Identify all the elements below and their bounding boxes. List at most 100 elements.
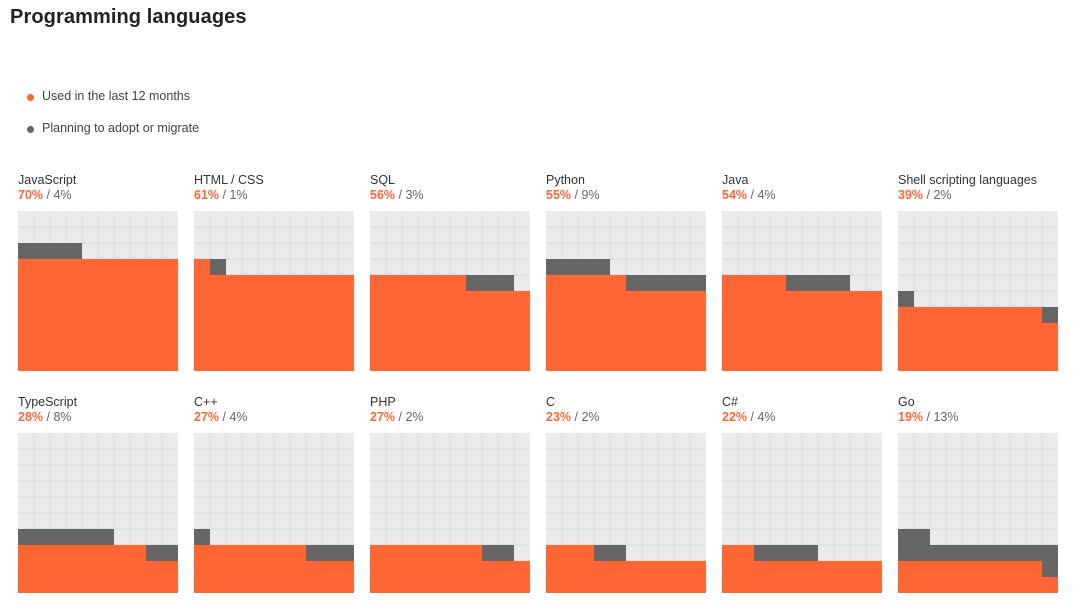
chart-language-name: SQL bbox=[370, 173, 396, 187]
used-cell bbox=[946, 355, 962, 371]
planning-cell bbox=[562, 259, 578, 275]
used-cell bbox=[1010, 323, 1026, 339]
used-cell bbox=[594, 323, 610, 339]
legend-label-planning: Planning to adopt or migrate bbox=[42, 121, 200, 135]
used-cell bbox=[610, 561, 626, 577]
stats-separator: / bbox=[219, 410, 230, 424]
planning-cell bbox=[642, 275, 658, 291]
waffle-chart: TypeScript 28% / 8% bbox=[18, 395, 178, 593]
planning-cell bbox=[482, 275, 498, 291]
used-cell bbox=[738, 577, 754, 593]
used-cell bbox=[674, 339, 690, 355]
used-cell bbox=[66, 275, 82, 291]
used-cell bbox=[610, 577, 626, 593]
used-cell bbox=[722, 339, 738, 355]
used-cell bbox=[994, 307, 1010, 323]
used-cell bbox=[866, 291, 882, 307]
used-cell bbox=[690, 291, 706, 307]
used-percent: 54% bbox=[722, 188, 748, 202]
used-cell bbox=[274, 577, 290, 593]
planning-percent: 4% bbox=[757, 188, 776, 202]
used-cell bbox=[98, 307, 114, 323]
planning-cell bbox=[930, 545, 946, 561]
chart-stats: 22% / 4% bbox=[722, 410, 882, 425]
used-cell bbox=[466, 355, 482, 371]
legend-dot-used bbox=[27, 94, 34, 101]
used-cell bbox=[210, 291, 226, 307]
used-cell bbox=[690, 355, 706, 371]
used-cell bbox=[194, 545, 210, 561]
used-cell bbox=[930, 307, 946, 323]
used-cell bbox=[738, 561, 754, 577]
used-cell bbox=[610, 339, 626, 355]
planning-cell bbox=[146, 545, 162, 561]
used-cell bbox=[226, 323, 242, 339]
used-cell bbox=[578, 339, 594, 355]
used-cell bbox=[642, 355, 658, 371]
used-cell bbox=[722, 545, 738, 561]
used-cell bbox=[658, 291, 674, 307]
used-cell bbox=[290, 275, 306, 291]
used-cell bbox=[722, 355, 738, 371]
used-cell bbox=[242, 323, 258, 339]
used-cell bbox=[722, 275, 738, 291]
used-cell bbox=[194, 307, 210, 323]
waffle-grid bbox=[722, 433, 882, 593]
used-cell bbox=[290, 323, 306, 339]
used-cell bbox=[578, 561, 594, 577]
used-cell bbox=[162, 339, 178, 355]
used-cell bbox=[946, 339, 962, 355]
used-cell bbox=[370, 545, 386, 561]
used-cell bbox=[946, 561, 962, 577]
used-cell bbox=[370, 561, 386, 577]
planning-cell bbox=[658, 275, 674, 291]
used-cell bbox=[546, 339, 562, 355]
used-cell bbox=[514, 355, 530, 371]
used-cell bbox=[258, 355, 274, 371]
used-cell bbox=[962, 307, 978, 323]
used-cell bbox=[658, 323, 674, 339]
used-cell bbox=[610, 323, 626, 339]
used-cell bbox=[770, 577, 786, 593]
used-cell bbox=[978, 561, 994, 577]
used-cell bbox=[978, 307, 994, 323]
used-cell bbox=[418, 323, 434, 339]
used-cell bbox=[194, 339, 210, 355]
used-cell bbox=[146, 561, 162, 577]
used-percent: 61% bbox=[194, 188, 220, 202]
used-cell bbox=[818, 577, 834, 593]
planning-cell bbox=[18, 529, 34, 545]
used-cell bbox=[82, 291, 98, 307]
used-cell bbox=[98, 561, 114, 577]
used-cell bbox=[114, 291, 130, 307]
used-cell bbox=[770, 323, 786, 339]
used-cell bbox=[82, 307, 98, 323]
chart-stats: 54% / 4% bbox=[722, 188, 882, 203]
used-cell bbox=[626, 561, 642, 577]
used-cell bbox=[66, 545, 82, 561]
chart-stats: 55% / 9% bbox=[546, 188, 706, 203]
used-cell bbox=[290, 545, 306, 561]
used-cell bbox=[594, 339, 610, 355]
used-cell bbox=[834, 577, 850, 593]
used-cell bbox=[962, 561, 978, 577]
used-cell bbox=[434, 307, 450, 323]
used-cell bbox=[162, 291, 178, 307]
used-cell bbox=[162, 323, 178, 339]
used-cell bbox=[290, 291, 306, 307]
used-cell bbox=[1026, 323, 1042, 339]
used-cell bbox=[946, 323, 962, 339]
used-percent: 19% bbox=[898, 410, 924, 424]
used-cell bbox=[434, 577, 450, 593]
used-cell bbox=[162, 355, 178, 371]
used-cell bbox=[786, 561, 802, 577]
used-cell bbox=[242, 291, 258, 307]
stats-separator: / bbox=[571, 410, 582, 424]
used-cell bbox=[482, 323, 498, 339]
used-cell bbox=[658, 307, 674, 323]
chart-stats: 19% / 13% bbox=[898, 410, 1058, 425]
used-cell bbox=[194, 355, 210, 371]
used-cell bbox=[722, 561, 738, 577]
used-cell bbox=[562, 291, 578, 307]
used-cell bbox=[610, 307, 626, 323]
